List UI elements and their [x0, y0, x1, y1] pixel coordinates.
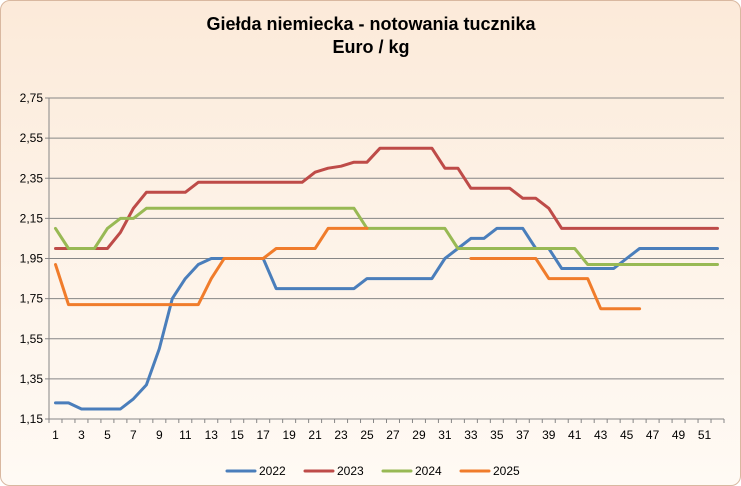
- y-tick-label: 2,35: [20, 171, 44, 185]
- x-tick-label: 5: [104, 428, 111, 442]
- x-tick-label: 17: [257, 428, 271, 442]
- x-tick-label: 23: [334, 428, 348, 442]
- x-tick-label: 9: [156, 428, 163, 442]
- x-tick-label: 31: [438, 428, 452, 442]
- x-tick-label: 1: [52, 428, 59, 442]
- x-tick-label: 25: [360, 428, 374, 442]
- series-line-2024: [54, 206, 719, 266]
- legend-label-2024: 2024: [415, 464, 442, 478]
- y-tick-label: 1,15: [20, 412, 44, 426]
- x-tick-label: 43: [594, 428, 608, 442]
- x-tick-label: 45: [620, 428, 634, 442]
- legend: 2022 2023 2024 2025: [225, 464, 520, 478]
- x-tick-label: 19: [282, 428, 296, 442]
- x-tick-label: 29: [412, 428, 426, 442]
- chart-title: Giełda niemiecka - notowania tucznika: [206, 14, 536, 34]
- x-tick-label: 33: [464, 428, 478, 442]
- series-line-2025: [54, 226, 369, 307]
- legend-label-2025: 2025: [493, 464, 520, 478]
- y-tick-label: 2,75: [20, 91, 44, 105]
- x-tick-label: 41: [568, 428, 582, 442]
- legend-label-2022: 2022: [259, 464, 286, 478]
- series-line-2022: [54, 226, 719, 411]
- series-line-2023: [54, 146, 719, 250]
- y-tick-label: 2,15: [20, 211, 44, 225]
- x-tick-label: 11: [179, 428, 192, 442]
- y-tick-label: 1,55: [20, 332, 44, 346]
- x-tick-label: 3: [78, 428, 85, 442]
- series-line-2025: [469, 257, 642, 311]
- x-tick-label: 15: [231, 428, 245, 442]
- x-tick-label: 37: [516, 428, 530, 442]
- chart-subtitle: Euro / kg: [332, 37, 409, 57]
- y-tick-label: 1,75: [20, 292, 44, 306]
- x-tick-label: 39: [542, 428, 556, 442]
- x-tick-label: 47: [646, 428, 660, 442]
- x-tick-label: 35: [490, 428, 504, 442]
- axes: 1,151,351,551,751,952,152,352,552,751 3 5 7…: [20, 91, 725, 442]
- x-tick-label: 51: [698, 428, 712, 442]
- y-tick-label: 2,55: [20, 131, 44, 145]
- x-tick-label: 49: [672, 428, 686, 442]
- x-tick-label: 27: [386, 428, 400, 442]
- x-tick-label: 21: [308, 428, 322, 442]
- y-tick-label: 1,95: [20, 252, 44, 266]
- series-lines: [54, 146, 719, 411]
- y-tick-label: 1,35: [20, 372, 44, 386]
- legend-label-2023: 2023: [337, 464, 364, 478]
- x-tick-label: 7: [130, 428, 137, 442]
- x-tick-label: 13: [205, 428, 219, 442]
